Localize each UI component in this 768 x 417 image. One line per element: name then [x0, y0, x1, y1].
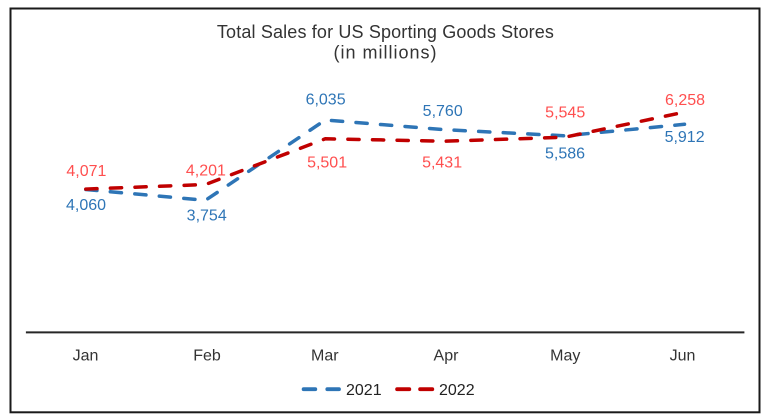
svg-text:Apr: Apr [434, 348, 460, 365]
svg-text:Jun: Jun [670, 348, 696, 365]
svg-text:5,501: 5,501 [307, 154, 347, 171]
svg-text:2022: 2022 [439, 382, 475, 399]
svg-text:5,586: 5,586 [545, 145, 585, 162]
svg-text:2021: 2021 [346, 382, 382, 399]
svg-text:6,035: 6,035 [306, 91, 346, 108]
svg-text:Mar: Mar [311, 348, 339, 365]
svg-text:4,060: 4,060 [66, 197, 106, 214]
svg-text:5,760: 5,760 [423, 103, 463, 120]
svg-text:5,545: 5,545 [545, 105, 585, 122]
svg-text:Jan: Jan [73, 348, 99, 365]
svg-text:4,201: 4,201 [186, 163, 226, 180]
svg-text:May: May [550, 348, 580, 365]
svg-text:5,431: 5,431 [422, 155, 462, 172]
svg-text:Feb: Feb [193, 348, 221, 365]
svg-text:5,912: 5,912 [665, 129, 705, 146]
svg-text:4,071: 4,071 [66, 163, 106, 180]
svg-text:(in millions): (in millions) [333, 43, 437, 63]
svg-text:Total Sales for US Sporting Go: Total Sales for US Sporting Goods Stores [217, 22, 554, 42]
svg-text:6,258: 6,258 [665, 92, 705, 109]
svg-text:3,754: 3,754 [187, 208, 227, 225]
